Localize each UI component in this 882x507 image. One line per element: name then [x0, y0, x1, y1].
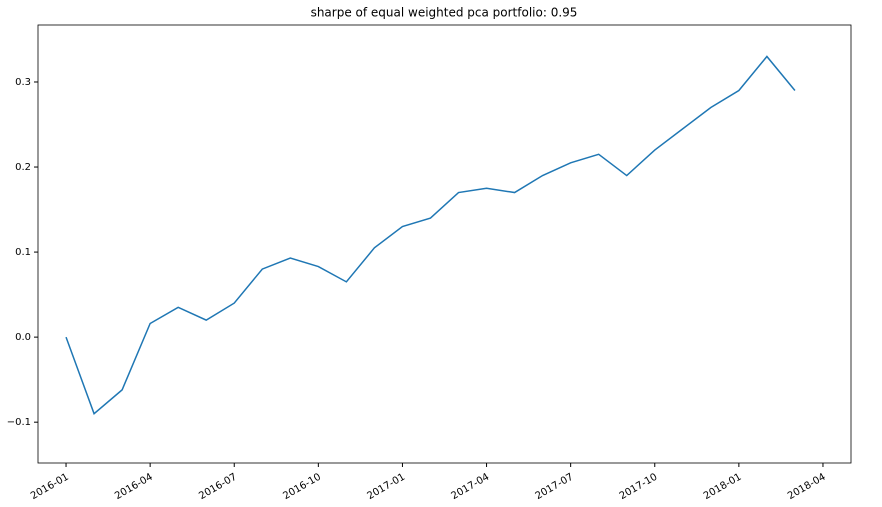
x-tick-label: 2017-07 [534, 472, 576, 502]
x-tick-label: 2017-04 [450, 472, 492, 502]
y-tick-label: 0.1 [15, 247, 31, 258]
x-tick-label: 2018-04 [786, 472, 828, 502]
x-tick-label: 2016-07 [197, 472, 239, 502]
x-tick-label: 2016-04 [113, 472, 155, 502]
x-tick-label: 2018-01 [702, 472, 744, 502]
y-tick-label: 0.3 [15, 77, 31, 88]
y-tick-label: 0.0 [15, 332, 31, 343]
x-tick-label: 2016-01 [29, 472, 71, 502]
x-tick-label: 2016-10 [281, 472, 323, 502]
plot-frame [37, 24, 852, 464]
x-tick-label: 2017-10 [618, 472, 660, 502]
chart-title: sharpe of equal weighted pca portfolio: … [311, 6, 578, 20]
data-line [65, 55, 796, 415]
y-tick-label: −0.1 [7, 417, 31, 428]
y-tick-label: 0.2 [15, 162, 31, 173]
x-tick-label: 2017-01 [365, 472, 407, 502]
